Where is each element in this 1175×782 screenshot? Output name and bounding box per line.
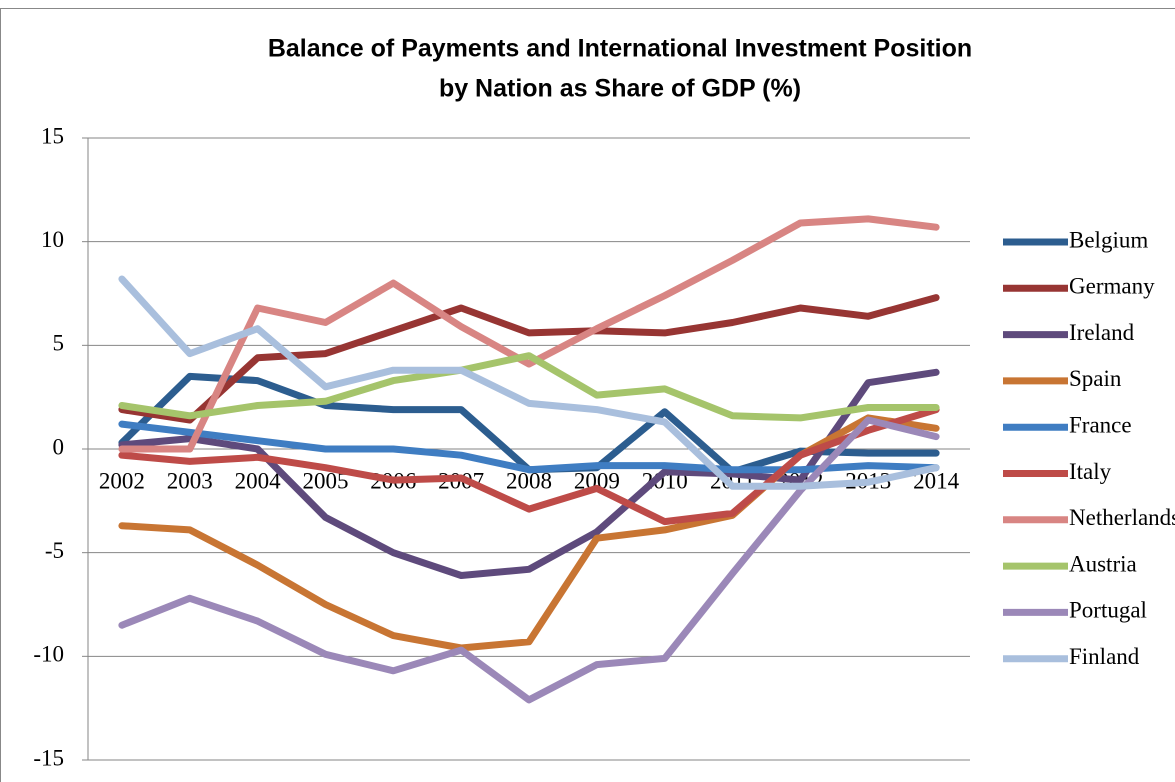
series-line (118, 215, 940, 453)
y-tick-label: -5 (45, 538, 64, 563)
legend-label: Ireland (1069, 320, 1135, 345)
y-tick-label: -10 (33, 642, 64, 667)
series-line (118, 294, 940, 424)
y-tick-label: 0 (53, 434, 65, 459)
legend-label: Italy (1069, 459, 1112, 484)
chart-title: by Nation as Share of GDP (%) (439, 75, 801, 103)
x-tick-label: 2004 (235, 468, 282, 493)
legend-label: France (1069, 412, 1132, 437)
series-line (118, 352, 940, 422)
legend-label: Belgium (1069, 227, 1148, 252)
series-line (118, 406, 940, 526)
legend-label: Germany (1069, 274, 1155, 299)
legend-label: Austria (1069, 551, 1137, 576)
series-line (118, 275, 940, 490)
x-tick-label: 2002 (99, 468, 145, 493)
series-line (118, 416, 940, 704)
legend-label: Netherlands (1069, 505, 1175, 530)
y-tick-label: 5 (53, 331, 65, 356)
y-tick-label: 10 (41, 227, 64, 252)
legend-label: Finland (1069, 644, 1140, 669)
legend-label: Portugal (1069, 598, 1147, 623)
y-tick-label: 15 (41, 123, 64, 148)
series-line (118, 420, 940, 474)
series-line (118, 368, 940, 579)
x-tick-label: 2003 (167, 468, 213, 493)
legend-label: Spain (1069, 366, 1122, 391)
y-tick-label: -15 (33, 745, 64, 770)
chart-border (0, 8, 1175, 782)
chart-title: Balance of Payments and International In… (268, 35, 972, 63)
